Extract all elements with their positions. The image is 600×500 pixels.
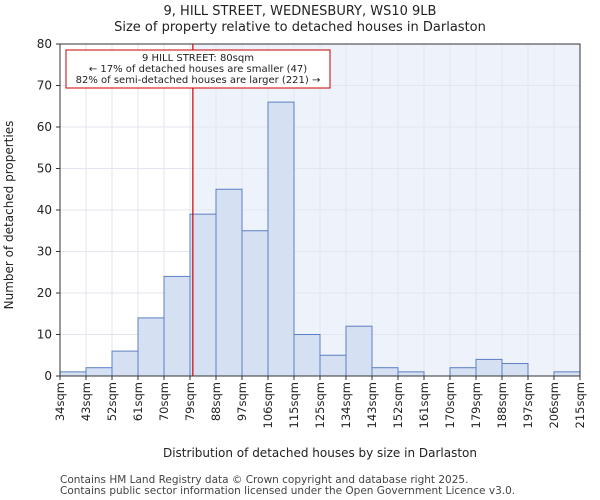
histogram-bar [501,363,529,377]
x-tick-label: 52sqm [105,382,119,421]
histogram-bar [137,317,165,377]
histogram-bar [345,325,373,377]
y-tick-label: 60 [37,120,52,134]
x-tick-label: 97sqm [235,382,249,421]
y-tick-label: 70 [37,79,52,93]
x-tick-label: 170sqm [443,382,457,428]
annotation-line-1: 9 HILL STREET: 80sqm [142,53,254,64]
x-tick-label: 125sqm [313,382,327,428]
x-tick-label: 88sqm [209,382,223,421]
histogram-bar [241,230,269,377]
y-tick-label: 0 [44,369,52,383]
histogram-bar [397,371,425,377]
x-tick-label: 115sqm [287,382,301,428]
x-tick-label: 188sqm [495,382,509,428]
x-tick-label: 79sqm [183,382,197,421]
chart-subtitle: Size of property relative to detached ho… [114,20,486,35]
histogram-bar [371,367,399,377]
x-tick-label: 206sqm [547,382,561,428]
x-tick-label: 70sqm [157,382,171,421]
x-tick-label: 106sqm [261,382,275,428]
footer-copyright: Contains HM Land Registry data © Crown c… [60,474,469,486]
chart-title: 9, HILL STREET, WEDNESBURY, WS10 9LB [163,4,437,19]
histogram-bar [319,354,347,377]
histogram-bar [85,367,113,377]
histogram-bar [449,367,477,377]
x-tick-label: 43sqm [79,382,93,421]
x-tick-label: 197sqm [521,382,535,428]
histogram-bar [163,275,191,377]
y-tick-label: 80 [37,37,52,51]
annotation-box [65,49,331,89]
x-tick-label: 161sqm [417,382,431,428]
x-tick-label: 179sqm [469,382,483,428]
x-tick-label: 215sqm [573,382,587,428]
y-tick-label: 40 [37,203,52,217]
footer-licence: Contains public sector information licen… [60,485,516,497]
histogram-bar [189,213,217,377]
x-tick-label: 152sqm [391,382,405,428]
histogram-bar [475,358,503,377]
x-tick-label: 134sqm [339,382,353,428]
x-tick-label: 34sqm [53,382,67,421]
y-tick-label: 20 [37,286,52,300]
annotation-line-3: 82% of semi-detached houses are larger (… [76,75,321,86]
histogram-bar [293,334,321,377]
histogram-bar [215,188,243,377]
histogram-bar [267,101,295,377]
y-axis-label: Number of detached properties [2,121,16,310]
histogram-bar [111,350,139,377]
histogram-bar [553,371,581,377]
y-tick-label: 30 [37,245,52,259]
y-tick-label: 50 [37,162,52,176]
annotation-line-2: ← 17% of detached houses are smaller (47… [89,64,307,75]
x-tick-label: 61sqm [131,382,145,421]
x-axis-label: Distribution of detached houses by size … [163,446,477,460]
y-tick-label: 10 [37,328,52,342]
x-tick-label: 143sqm [365,382,379,428]
histogram-bar [59,371,87,377]
